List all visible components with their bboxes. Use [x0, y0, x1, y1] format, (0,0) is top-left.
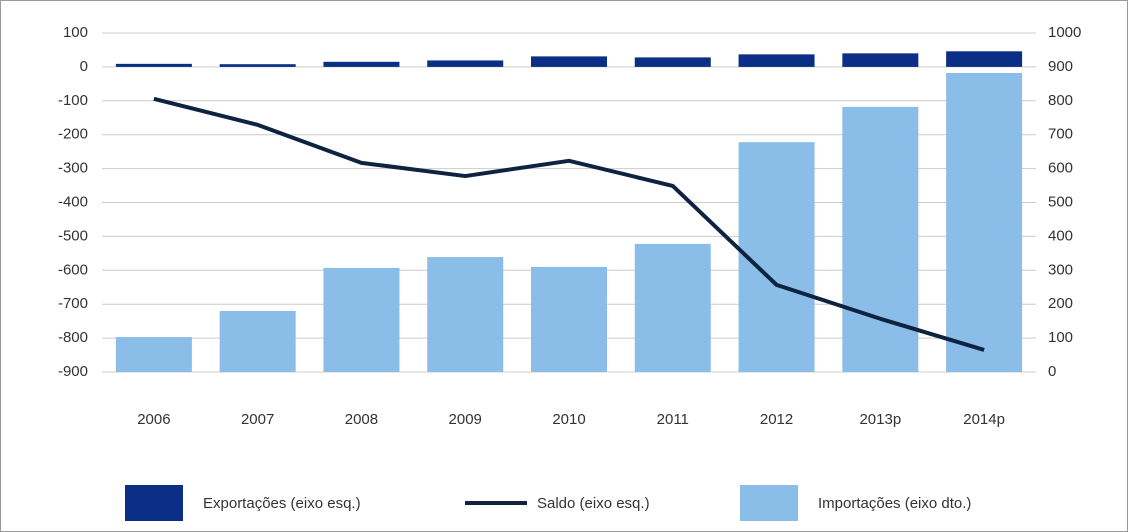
y2-tick-label: 400: [1048, 227, 1073, 244]
bar: [219, 64, 296, 67]
y2-tick-label: 700: [1048, 126, 1073, 143]
x-tick-label: 2006: [137, 411, 170, 428]
y2-tick-label: 300: [1048, 261, 1073, 278]
bar: [427, 257, 504, 372]
bar: [946, 51, 1023, 67]
x-tick-label: 2014p: [963, 411, 1005, 428]
y-tick-label: -100: [58, 92, 88, 109]
y-tick-label: -300: [58, 160, 88, 177]
legend-label: Importações (eixo dto.): [818, 495, 971, 512]
y-tick-label: -700: [58, 295, 88, 312]
y2-tick-label: 800: [1048, 92, 1073, 109]
y2-tick-label: 200: [1048, 295, 1073, 312]
bar: [323, 267, 400, 372]
bar: [219, 310, 296, 372]
y2-tick-label: 900: [1048, 58, 1073, 75]
legend-swatch: [125, 485, 183, 521]
x-tick-label: 2011: [657, 411, 689, 428]
bar: [531, 266, 607, 372]
y-tick-label: -400: [58, 193, 88, 210]
bar: [115, 337, 192, 372]
y-tick-label: -200: [58, 126, 88, 143]
x-tick-label: 2007: [241, 411, 274, 428]
y2-tick-label: 600: [1048, 160, 1073, 177]
y2-tick-label: 1000: [1048, 24, 1081, 41]
bar: [427, 60, 504, 67]
x-tick-label: 2010: [552, 411, 585, 428]
y2-tick-label: 100: [1048, 329, 1073, 346]
bar: [634, 57, 711, 67]
bar: [842, 53, 919, 67]
y-tick-label: -600: [58, 261, 88, 278]
legend-swatch: [740, 485, 798, 521]
bar: [115, 63, 192, 67]
x-tick-label: 2008: [345, 411, 378, 428]
x-tick-label: 2009: [449, 411, 482, 428]
y-tick-label: -800: [58, 329, 88, 346]
y-tick-label: -500: [58, 227, 88, 244]
bar: [531, 56, 607, 67]
bar: [946, 73, 1023, 372]
y-tick-label: 0: [80, 58, 88, 75]
legend-label: Exportações (eixo esq.): [203, 495, 361, 512]
bar: [323, 61, 400, 67]
y-tick-label: 100: [63, 24, 88, 41]
bar: [842, 106, 919, 372]
line: [153, 96, 985, 352]
y-tick-label: -900: [58, 363, 88, 380]
y2-tick-label: 500: [1048, 193, 1073, 210]
legend-label: Saldo (eixo esq.): [537, 495, 650, 512]
bar: [634, 243, 711, 372]
bar: [738, 54, 815, 67]
y2-tick-label: 0: [1048, 363, 1056, 380]
bar: [738, 142, 815, 372]
x-tick-label: 2013p: [859, 411, 901, 428]
x-tick-label: 2012: [760, 411, 793, 428]
